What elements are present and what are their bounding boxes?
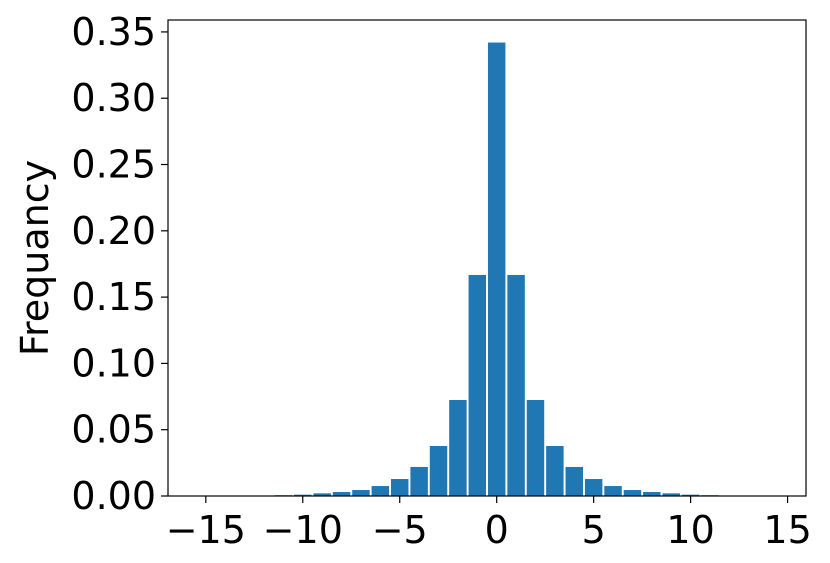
y-axis-label: Frequancy: [13, 160, 57, 356]
y-tick-label: 0.15: [71, 275, 156, 319]
bar: [313, 493, 331, 496]
x-tick-label: −5: [372, 508, 428, 552]
bar: [391, 479, 409, 496]
bar: [487, 42, 506, 496]
plot-frame: [167, 19, 807, 497]
bar: [643, 492, 661, 496]
bar: [681, 494, 700, 496]
x-tick-label: 5: [582, 508, 606, 552]
y-tick-label: 0.25: [71, 143, 156, 187]
bar: [546, 446, 564, 496]
x-tick-label: 10: [666, 508, 714, 552]
bar: [507, 274, 525, 496]
x-tick-label: −10: [263, 508, 343, 552]
bar: [410, 466, 428, 496]
bar: [468, 274, 487, 496]
x-tick-label: −15: [166, 508, 246, 552]
bar: [429, 446, 448, 496]
y-tick-label: 0.20: [71, 209, 156, 253]
bar: [565, 466, 583, 496]
y-tick-label: 0.00: [71, 474, 156, 518]
bar: [662, 493, 680, 496]
bar: [352, 490, 370, 496]
y-tick-label: 0.05: [71, 408, 156, 452]
bar: [584, 479, 603, 496]
bar: [294, 494, 312, 496]
bar: [332, 492, 351, 496]
x-tick-label: 0: [485, 508, 509, 552]
y-tick-label: 0.30: [71, 76, 156, 120]
x-tick-label: 15: [763, 508, 811, 552]
bar: [526, 400, 545, 496]
bar: [449, 400, 467, 496]
bar: [604, 486, 622, 496]
bar: [623, 490, 642, 496]
bar: [371, 486, 390, 496]
y-tick-label: 0.10: [71, 341, 156, 385]
y-tick-label: 0.35: [71, 10, 156, 54]
